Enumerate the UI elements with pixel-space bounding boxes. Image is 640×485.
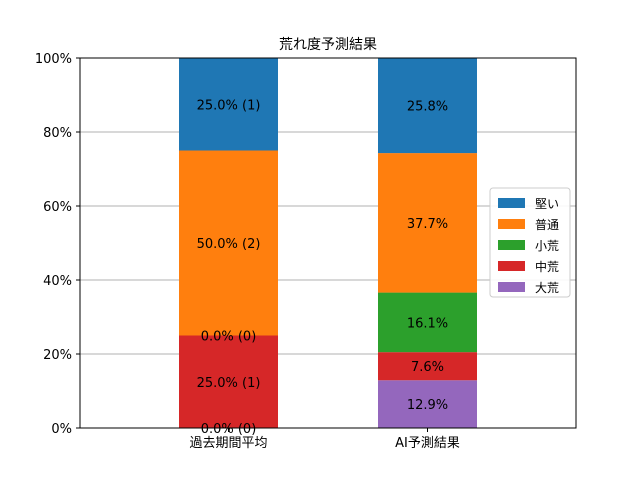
bar-segment [378,292,477,353]
legend-swatch [498,198,525,208]
bar-segment [378,352,477,381]
segment-label: 37.7% [407,217,448,232]
legend-label: 堅い [535,197,559,211]
segment-label: 25.0% (1) [197,98,261,113]
x-tick-label: 過去期間平均 [189,436,267,451]
y-tick-label: 80% [43,126,72,141]
segment-label: 0.0% (0) [201,330,257,345]
segment-label: 50.0% (2) [197,237,261,252]
chart-title: 荒れ度予測結果 [279,37,377,53]
bar-segment [179,58,278,151]
x-axis: 過去期間平均 AI予測結果 [189,428,460,451]
legend-swatch [498,261,525,271]
bar-segment [378,153,477,293]
y-tick-label: 20% [43,348,72,363]
segment-label: 25.8% [407,99,448,114]
segment-label: 7.6% [411,360,444,375]
x-tick-label: AI予測結果 [395,436,460,451]
y-tick-label: 60% [43,200,72,215]
y-tick-label: 0% [51,422,72,437]
plot-frame [79,57,577,429]
legend-label: 小荒 [535,239,559,253]
legend-label: 普通 [535,218,559,232]
y-tick-label: 40% [43,274,72,289]
y-axis: 0% 20% 40% 60% 80% 100% [35,52,80,437]
legend-swatch [498,219,525,229]
bar-segment [378,57,477,154]
legend-label: 大荒 [535,281,559,295]
legend-swatch [498,282,525,292]
bar-segment [179,150,278,336]
segment-label: 12.9% [407,398,448,413]
y-tick-label: 100% [35,52,72,67]
legend-swatch [498,240,525,250]
bar-segment [179,335,278,428]
segment-label: 25.0% (1) [197,376,261,391]
segment-label: 16.1% [407,316,448,331]
bar-segment [378,380,477,428]
legend-label: 中荒 [535,259,559,274]
bars-group [179,57,477,428]
